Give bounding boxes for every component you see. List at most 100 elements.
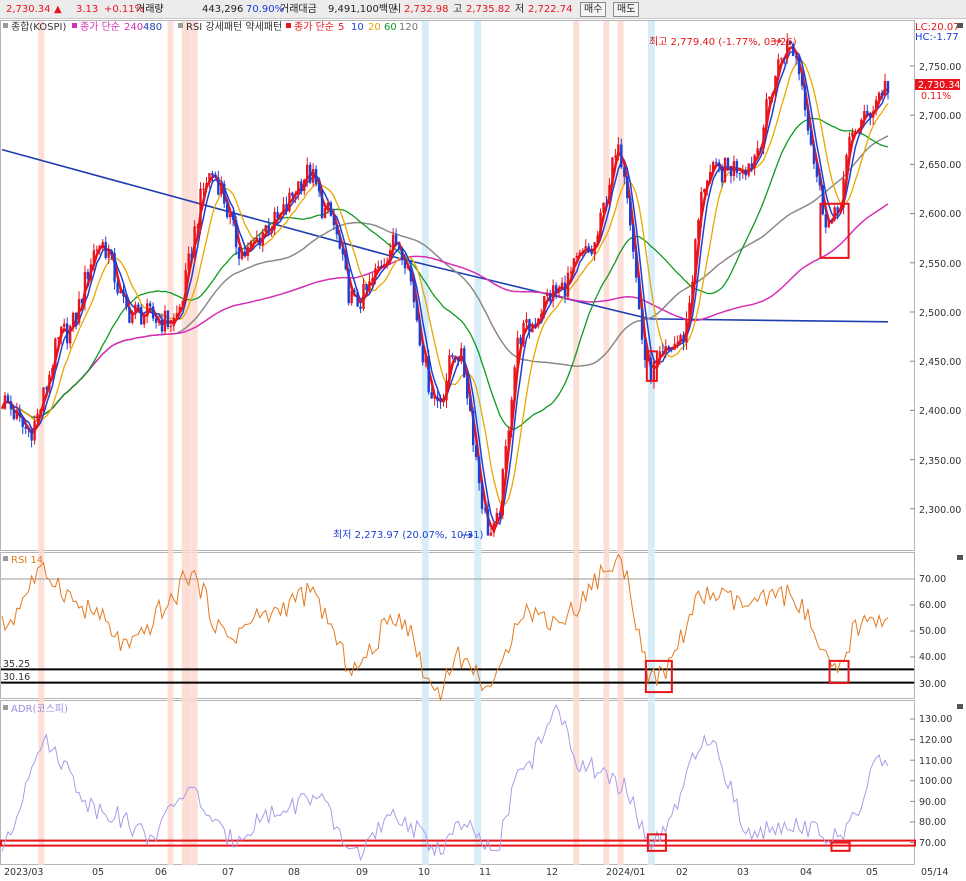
rsi-pane-menu-icon[interactable] xyxy=(957,555,963,560)
candle-body xyxy=(857,129,860,133)
y-tick-label: 70.00 xyxy=(919,574,946,585)
rsi-plot xyxy=(1,553,914,701)
candle-body xyxy=(140,306,143,325)
candle-body xyxy=(717,162,721,167)
y-tick-label: 70.00 xyxy=(919,838,946,849)
candle-body xyxy=(697,220,700,240)
low-label: 저 xyxy=(515,4,525,15)
rsi-y-labels: 70.00 60.00 50.00 40.00 30.00 xyxy=(919,574,946,690)
y-tick-label: 2,650.00 xyxy=(919,160,961,171)
candle-body xyxy=(629,198,632,226)
y-tick-label: 50.00 xyxy=(919,626,946,637)
candle-body xyxy=(554,285,558,292)
candle-body xyxy=(525,319,528,323)
high-annotation: 최고 2,779.40 (-1.77%, 03/26) xyxy=(649,36,797,48)
price-highlight-box xyxy=(645,350,658,382)
volume-label: 거래량 xyxy=(136,4,164,15)
candle-body xyxy=(664,346,667,353)
y-tick-label: 130.00 xyxy=(919,714,952,725)
candle-body xyxy=(614,155,617,158)
x-tick-label: 07 xyxy=(222,867,234,878)
ma-color-icon xyxy=(286,23,291,28)
candle-body xyxy=(71,312,75,327)
candle-body xyxy=(3,395,7,409)
candle-body xyxy=(240,251,244,259)
candle-body xyxy=(181,300,184,307)
candle-body xyxy=(42,387,45,410)
candle-body xyxy=(439,400,442,403)
candle-body xyxy=(460,348,463,362)
candle-body xyxy=(839,207,842,212)
candle-body xyxy=(584,246,587,251)
y-tick-label: 2,550.00 xyxy=(919,259,961,270)
candle-body xyxy=(457,358,460,362)
sell-button[interactable]: 매도 xyxy=(613,2,640,17)
open-label: 시 xyxy=(392,4,402,15)
candle-body xyxy=(877,92,881,100)
candle-body xyxy=(202,188,205,190)
candle-body xyxy=(311,169,315,183)
candle-body xyxy=(356,291,359,307)
candle-body xyxy=(768,96,771,100)
x-tick-label: 09 xyxy=(356,867,368,878)
rsi-highlight-box xyxy=(828,659,850,685)
candle-body xyxy=(596,235,599,243)
ma20-label: 20 xyxy=(368,22,381,33)
candle-body xyxy=(60,326,63,338)
candle-body xyxy=(777,59,780,76)
candle-body xyxy=(626,176,629,199)
candle-body xyxy=(113,253,116,283)
ma10-label: 10 xyxy=(351,22,364,33)
candle-body xyxy=(45,387,48,389)
candle-body xyxy=(80,299,84,304)
candle-body xyxy=(667,346,670,349)
x-tick-label: 04 xyxy=(800,867,812,878)
candle-body xyxy=(709,171,712,181)
candle-body xyxy=(424,355,427,363)
open-value: 2,732.98 xyxy=(404,4,449,15)
candle-body xyxy=(608,184,611,204)
candle-body xyxy=(273,211,276,230)
candle-body xyxy=(24,426,27,429)
candle-body xyxy=(711,162,715,172)
candle-body xyxy=(237,247,241,259)
price-pane-menu-icon[interactable] xyxy=(957,23,963,28)
candle-body xyxy=(267,225,270,234)
candle-body xyxy=(845,155,848,179)
candle-body xyxy=(851,132,854,137)
amount-label: 거래대금 xyxy=(280,4,317,15)
adr-pane-menu-icon[interactable] xyxy=(957,704,963,709)
candle-body xyxy=(101,242,104,246)
stock-chart: 종합(KOSPI) 종가 단순 240 480 RSI 강세패턴 약세패턴 종가… xyxy=(0,20,963,878)
ma5-label: 5 xyxy=(338,22,344,33)
pattern-label: RSI 강세패턴 약세패턴 xyxy=(186,21,282,33)
candle-body xyxy=(323,208,327,218)
last-price-text: 2,730.34 xyxy=(918,80,960,91)
rsi-pane-frame xyxy=(0,552,915,699)
candle-body xyxy=(593,242,596,255)
candle-body xyxy=(246,247,250,256)
ma240-label: 240 xyxy=(124,22,143,33)
candle-body xyxy=(231,213,235,221)
candle-body xyxy=(400,249,404,261)
pattern-bands xyxy=(38,21,655,865)
price-y-labels: 2,750.00 2,700.00 2,650.00 2,600.00 2,55… xyxy=(919,62,961,516)
candle-body xyxy=(205,183,208,189)
candle-body xyxy=(860,119,863,130)
candle-body xyxy=(332,215,336,226)
candle-body xyxy=(474,445,478,457)
candle-body xyxy=(297,181,300,195)
candle-body xyxy=(54,338,57,369)
candle-body xyxy=(463,348,466,378)
candle-body xyxy=(160,320,164,332)
candle-body xyxy=(581,250,584,253)
candle-body xyxy=(12,409,16,419)
buy-button[interactable]: 매수 xyxy=(580,2,607,17)
candle-body xyxy=(735,161,739,173)
candle-body xyxy=(436,397,439,401)
ma5-line xyxy=(0,45,889,534)
candle-body xyxy=(211,173,214,176)
candle-body xyxy=(551,285,555,301)
candle-body xyxy=(21,416,24,427)
candle-body xyxy=(723,158,727,183)
